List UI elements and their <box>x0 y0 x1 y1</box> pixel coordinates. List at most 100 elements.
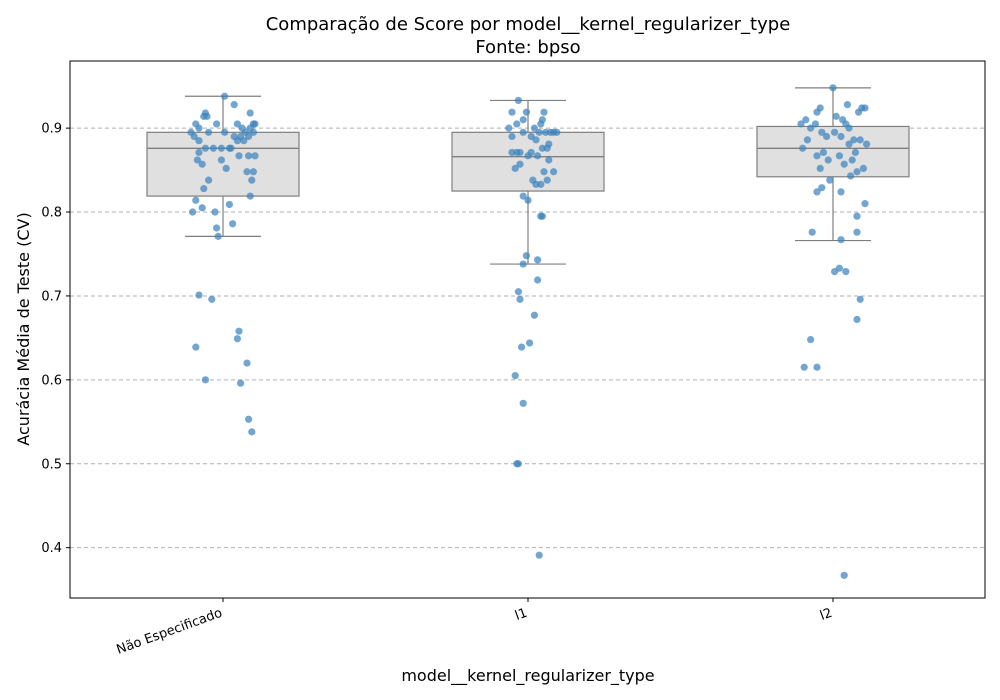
data-point <box>245 152 253 160</box>
data-point <box>530 311 539 319</box>
data-point <box>840 160 848 168</box>
data-point <box>516 160 524 168</box>
data-point <box>535 551 543 559</box>
data-point <box>190 132 198 141</box>
data-point <box>513 120 521 128</box>
data-point <box>233 335 241 343</box>
data-point <box>853 212 861 220</box>
x-tick-label: Não Especificado <box>115 606 225 658</box>
data-point <box>249 128 257 136</box>
data-point <box>195 148 203 157</box>
data-point <box>222 164 230 172</box>
data-point <box>831 268 839 276</box>
data-point <box>249 168 257 176</box>
data-point <box>863 140 871 148</box>
data-point <box>843 101 852 109</box>
data-point <box>235 152 243 160</box>
data-point <box>845 140 853 148</box>
data-point <box>201 376 209 384</box>
data-point <box>532 136 540 144</box>
data-point <box>853 228 861 236</box>
plot-frame <box>69 60 986 599</box>
chart-subtitle: Fonte: bpso <box>475 37 580 58</box>
data-point <box>847 172 855 180</box>
data-point <box>848 156 856 164</box>
data-point <box>511 164 519 172</box>
data-point <box>213 120 221 128</box>
x-axis-label: model__kernel_regularizer_type <box>401 666 654 686</box>
data-point <box>799 144 807 152</box>
data-point <box>813 152 821 160</box>
data-point <box>519 128 527 136</box>
data-point <box>813 188 821 196</box>
data-point <box>217 144 225 152</box>
y-axis-label: Acurácia Média de Teste (CV) <box>14 212 33 445</box>
data-point <box>193 156 201 164</box>
data-point <box>797 120 805 128</box>
data-point <box>248 176 256 184</box>
data-point <box>540 108 548 116</box>
data-point <box>192 343 200 351</box>
data-point <box>519 116 527 124</box>
data-point <box>208 295 216 303</box>
data-point <box>511 372 519 380</box>
data-point <box>519 192 527 200</box>
data-point <box>217 156 225 164</box>
data-point <box>802 116 810 124</box>
data-point <box>832 112 840 120</box>
data-point <box>818 128 826 136</box>
plot-area: 0.4 0.5 0.6 0.7 0.8 0.9 Não Especificado l1 l2 <box>41 60 986 658</box>
data-point <box>243 359 251 367</box>
data-point <box>235 327 243 335</box>
data-point <box>553 128 561 136</box>
data-point <box>845 124 853 132</box>
data-point <box>803 136 812 144</box>
data-point <box>859 164 868 172</box>
data-point <box>245 415 253 423</box>
data-point <box>831 128 839 136</box>
data-point <box>508 108 516 116</box>
data-point <box>514 96 523 105</box>
data-point <box>811 120 820 128</box>
box <box>451 131 605 192</box>
data-point <box>535 128 543 136</box>
data-point <box>516 148 524 157</box>
data-point <box>534 256 542 264</box>
data-point <box>813 363 821 371</box>
data-point <box>251 120 259 128</box>
data-point <box>856 295 864 303</box>
data-point <box>813 108 821 116</box>
data-point <box>543 144 551 152</box>
data-point <box>246 192 254 200</box>
data-point <box>837 188 845 196</box>
data-point <box>851 148 860 157</box>
data-point <box>248 428 256 436</box>
data-point <box>818 184 826 192</box>
data-point <box>823 132 831 141</box>
data-point <box>840 571 848 579</box>
data-point <box>198 160 206 168</box>
data-point <box>800 363 808 371</box>
data-point <box>233 120 241 128</box>
data-point <box>243 168 251 176</box>
data-point <box>227 144 235 152</box>
y-tick-label: 0.8 <box>41 206 62 221</box>
data-point <box>195 124 203 132</box>
y-tick-label: 0.7 <box>41 289 62 304</box>
data-point <box>200 184 208 193</box>
data-point <box>508 132 516 141</box>
data-point <box>537 180 545 188</box>
data-point <box>221 92 229 100</box>
data-point <box>530 124 539 132</box>
data-point <box>240 137 248 145</box>
data-point <box>198 204 206 212</box>
data-point <box>522 108 531 116</box>
data-point <box>522 252 531 260</box>
data-point <box>195 137 203 145</box>
data-point <box>211 208 219 216</box>
y-tick-label: 0.5 <box>41 457 62 472</box>
data-point <box>209 144 217 152</box>
data-point <box>519 260 527 268</box>
data-point <box>826 176 834 184</box>
data-point <box>842 268 850 276</box>
